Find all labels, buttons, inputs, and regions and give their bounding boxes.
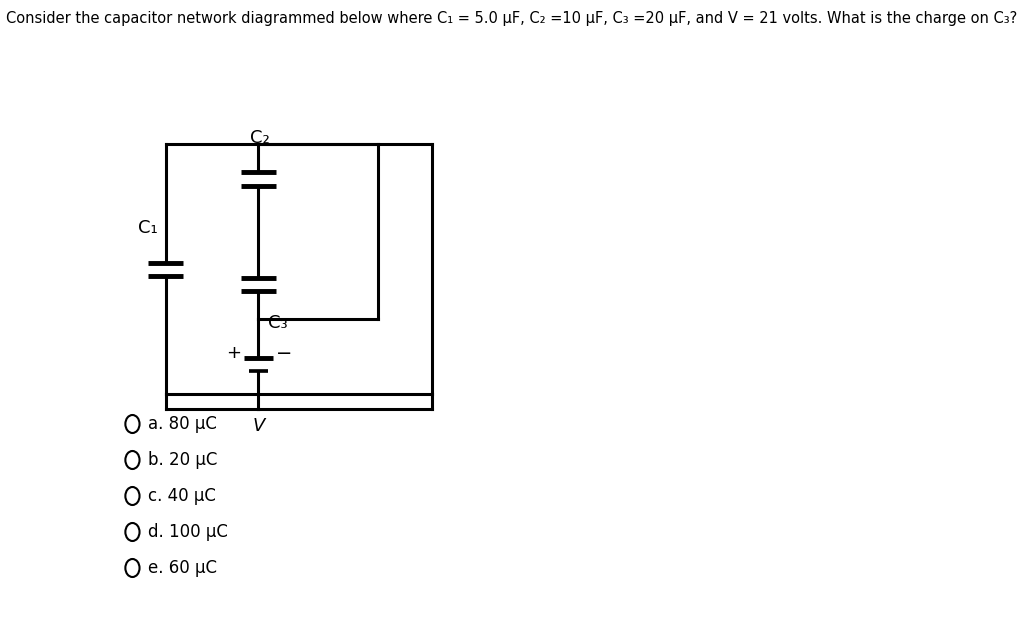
Text: Consider the capacitor network diagrammed below where C₁ = 5.0 μF, C₂ =10 μF, C₃: Consider the capacitor network diagramme…: [6, 11, 1018, 26]
Text: d. 100 μC: d. 100 μC: [148, 523, 228, 541]
Text: V: V: [252, 417, 264, 435]
Text: +: +: [226, 345, 241, 362]
Text: −: −: [275, 344, 292, 363]
Text: e. 60 μC: e. 60 μC: [148, 559, 217, 577]
Text: C₂: C₂: [250, 129, 270, 147]
Text: a. 80 μC: a. 80 μC: [148, 415, 217, 433]
Text: C₃: C₃: [268, 314, 288, 332]
Text: c. 40 μC: c. 40 μC: [148, 487, 216, 505]
Text: C₁: C₁: [138, 219, 158, 237]
Text: b. 20 μC: b. 20 μC: [148, 451, 217, 469]
